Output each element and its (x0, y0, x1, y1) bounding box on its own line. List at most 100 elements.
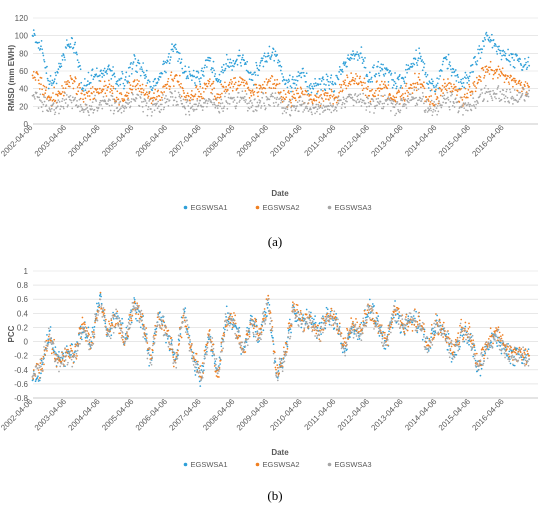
data-point (489, 60, 492, 63)
data-point (68, 355, 71, 357)
data-point (287, 332, 290, 334)
data-point (337, 102, 340, 105)
data-point (110, 334, 113, 337)
data-point (244, 101, 247, 103)
data-point (282, 361, 285, 364)
data-point (494, 43, 497, 46)
data-point (450, 345, 453, 348)
data-point (77, 61, 80, 64)
data-point (159, 103, 162, 106)
data-point (201, 74, 204, 76)
data-point (455, 344, 458, 346)
data-point (171, 43, 173, 45)
data-point (507, 346, 509, 348)
data-point (352, 336, 355, 339)
data-point (207, 79, 209, 82)
data-point (457, 76, 460, 78)
data-point (323, 93, 325, 95)
data-point (300, 326, 303, 329)
data-point (312, 324, 315, 327)
data-point (415, 62, 418, 64)
data-point (430, 336, 432, 338)
data-point (422, 327, 425, 329)
data-point (421, 59, 423, 61)
data-point (228, 312, 230, 315)
data-point (92, 342, 95, 345)
data-point (50, 84, 53, 87)
data-point (100, 295, 102, 298)
data-point (249, 314, 252, 317)
data-point (489, 93, 491, 96)
data-point (65, 354, 68, 357)
data-point (299, 319, 301, 322)
data-point (397, 323, 400, 325)
data-point (370, 76, 373, 79)
data-point (206, 346, 209, 349)
data-point (478, 75, 481, 77)
data-point (450, 342, 452, 345)
data-point (65, 349, 68, 352)
data-point (473, 346, 476, 349)
data-point (500, 98, 503, 101)
data-point (510, 75, 512, 77)
data-point (292, 305, 295, 308)
data-point (41, 110, 44, 113)
data-point (414, 308, 416, 311)
data-point (337, 332, 339, 335)
data-point (84, 326, 87, 328)
data-point (117, 325, 120, 327)
data-point (287, 327, 289, 330)
data-point (316, 336, 318, 339)
data-point (177, 91, 180, 94)
data-point (183, 312, 185, 315)
data-point (177, 349, 179, 352)
data-point (474, 100, 476, 103)
x-tick-label: 2005-04-06 (100, 397, 136, 433)
data-point (126, 330, 128, 333)
data-point (273, 362, 276, 364)
data-point (376, 104, 378, 107)
data-point (332, 104, 334, 107)
data-point (500, 352, 503, 355)
data-point (236, 96, 239, 99)
data-point (217, 80, 220, 82)
data-point (121, 317, 123, 320)
data-point (291, 306, 294, 309)
data-point (166, 337, 169, 340)
data-point (138, 105, 141, 107)
data-point (416, 329, 419, 332)
data-point (436, 314, 438, 317)
data-point (359, 330, 362, 332)
data-point (254, 317, 256, 320)
data-point (178, 334, 181, 337)
data-point (409, 86, 411, 89)
data-point (513, 89, 516, 91)
data-point (350, 93, 353, 96)
data-point (121, 98, 123, 100)
data-point (278, 358, 281, 360)
data-point (242, 97, 245, 100)
data-point (128, 101, 131, 104)
data-point (57, 99, 60, 101)
data-point (445, 336, 448, 339)
data-point (213, 103, 216, 106)
data-point (71, 107, 74, 110)
data-point (414, 104, 417, 107)
data-point (387, 96, 390, 98)
data-point (108, 335, 111, 338)
data-point (248, 333, 251, 335)
data-point (343, 64, 346, 66)
data-point (117, 84, 120, 87)
data-point (495, 50, 498, 53)
data-point (191, 351, 194, 354)
data-point (374, 75, 377, 78)
data-point (464, 71, 467, 74)
data-point (444, 98, 446, 101)
data-point (495, 70, 498, 72)
data-point (458, 101, 461, 103)
data-point (322, 315, 324, 318)
data-point (349, 56, 352, 59)
y-tick-label: 0 (24, 338, 29, 347)
data-point (304, 323, 307, 326)
data-point (129, 326, 131, 329)
